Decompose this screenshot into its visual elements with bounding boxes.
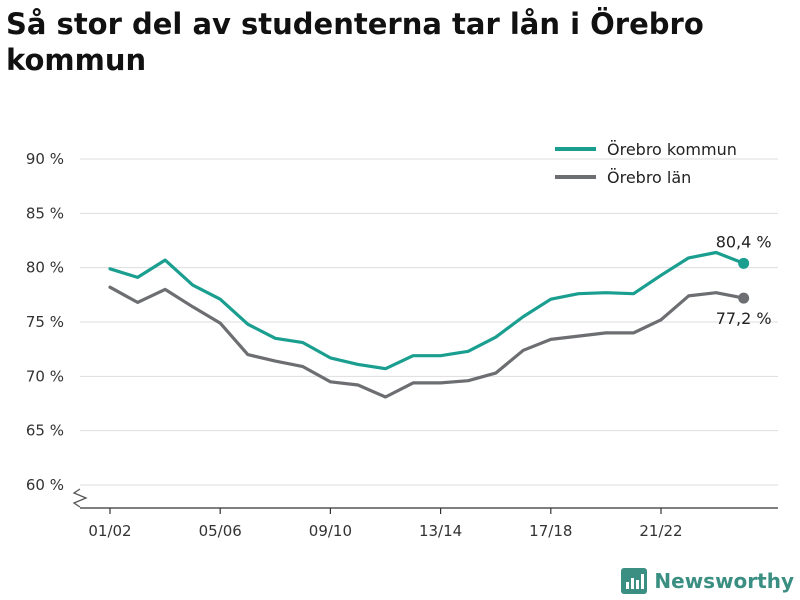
x-tick-label: 09/10	[309, 522, 352, 540]
end-point	[738, 292, 750, 304]
x-axis: 01/02 05/06 09/10 13/14 17/18 21/22	[80, 507, 778, 540]
x-tick-label: 17/18	[529, 522, 572, 540]
x-tick-label: 13/14	[419, 522, 462, 540]
legend-label: Örebro kommun	[607, 140, 737, 159]
series-line	[108, 285, 746, 399]
series-line	[108, 250, 746, 371]
x-tick-label: 01/02	[88, 522, 131, 540]
y-tick-label: 90 %	[26, 150, 64, 168]
y-tick-label: 60 %	[26, 476, 64, 494]
y-tick-label: 75 %	[26, 313, 64, 331]
y-axis-ticks: 60 % 65 % 70 % 75 % 80 % 85 % 90 %	[26, 150, 88, 508]
gridlines	[80, 158, 778, 486]
legend-label: Örebro län	[607, 168, 691, 187]
y-tick-label: 80 %	[26, 259, 64, 277]
newsworthy-logo-icon	[621, 568, 648, 594]
brand: Newsworthy	[621, 568, 794, 594]
end-labels: 80,4 % 77,2 %	[716, 232, 772, 328]
y-tick-label: 85 %	[26, 204, 64, 222]
x-tick-label: 05/06	[199, 522, 242, 540]
legend: Örebro kommun Örebro län	[555, 140, 737, 187]
end-value-label: 77,2 %	[716, 309, 772, 328]
chart-title: Så stor del av studenterna tar lån i Öre…	[6, 7, 704, 77]
end-point	[738, 257, 750, 269]
end-value-label: 80,4 %	[716, 232, 772, 251]
brand-name: Newsworthy	[654, 569, 794, 593]
y-tick-label: 70 %	[26, 367, 64, 385]
x-tick-label: 21/22	[639, 522, 682, 540]
series-lines	[108, 250, 746, 399]
axis-break-icon	[72, 488, 88, 508]
y-tick-label: 65 %	[26, 422, 64, 440]
